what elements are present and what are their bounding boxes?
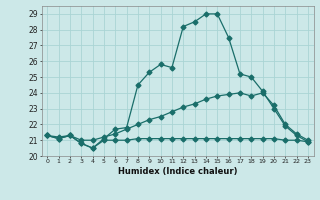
X-axis label: Humidex (Indice chaleur): Humidex (Indice chaleur)	[118, 167, 237, 176]
